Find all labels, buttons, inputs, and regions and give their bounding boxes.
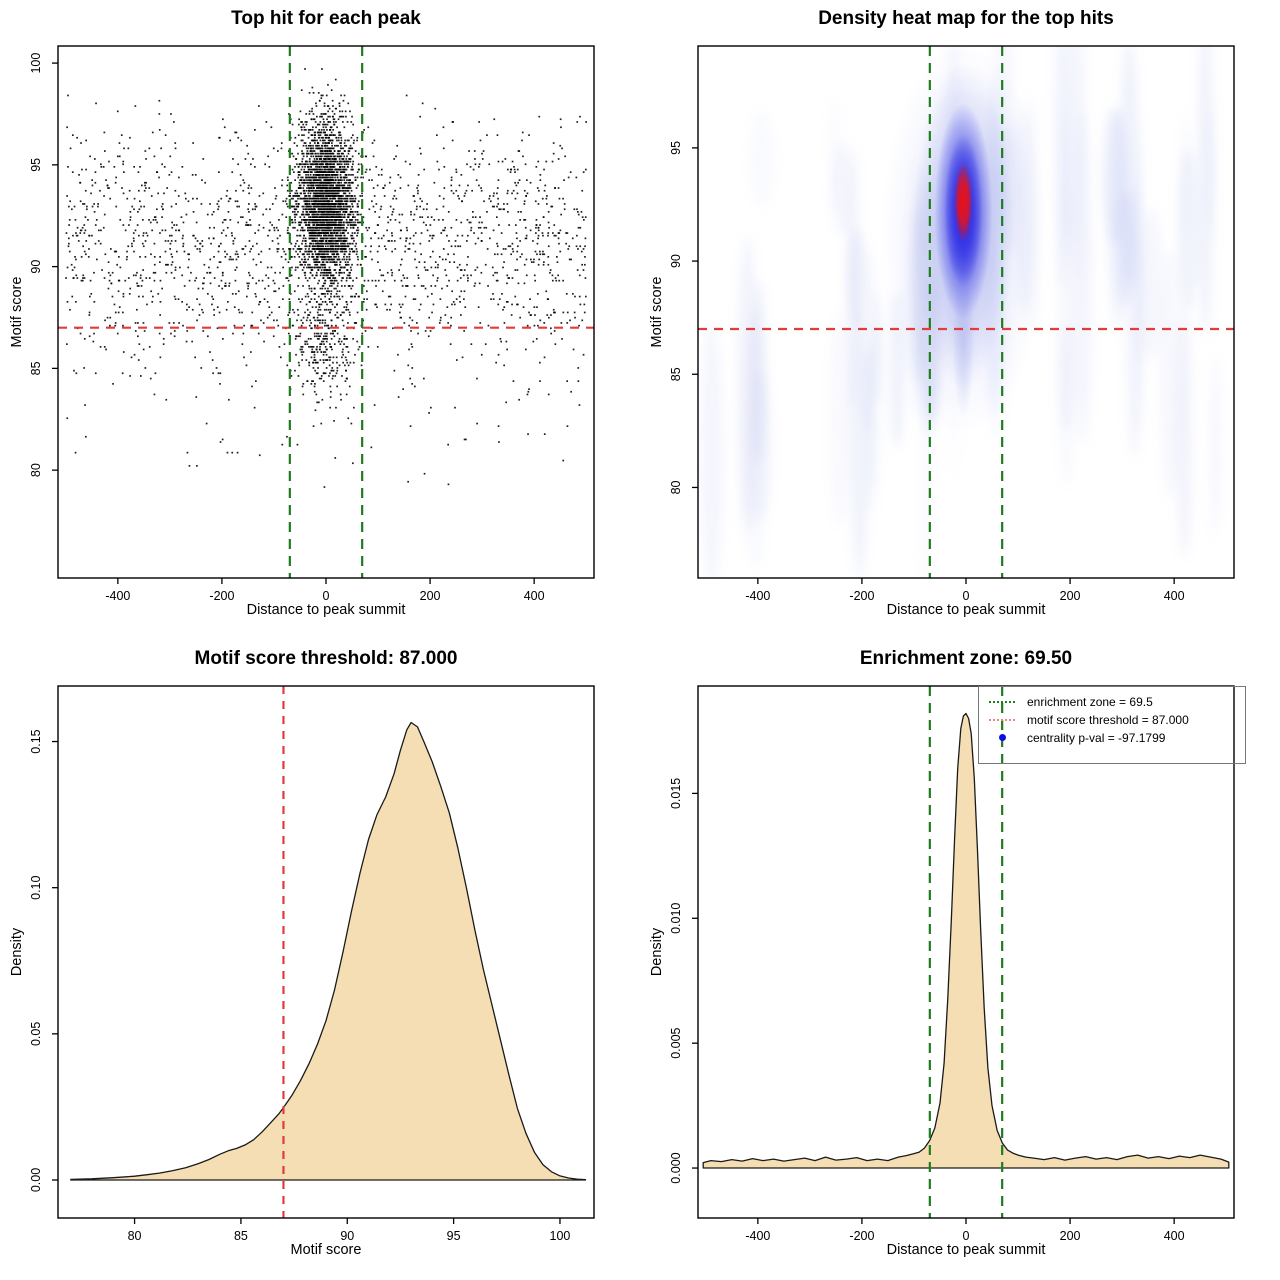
panel-score-density: Motif score threshold: 87.000 80 85 90 95 10… (0, 640, 640, 1280)
y-axis-label: Density (9, 927, 25, 977)
x-tick-label: 200 (420, 589, 441, 603)
x-tick-label: 400 (524, 589, 545, 603)
axes: 80 85 90 95 100 0.00 0.05 0.10 0.15 (29, 685, 595, 1243)
y-tick-label: 0.000 (669, 1152, 683, 1183)
scatter-plot-canvas: -400 -200 0 200 400 80 85 90 95 100 (29, 45, 595, 603)
heatmap-hot-core (953, 162, 973, 243)
axes: -400 -200 0 200 400 80 85 90 95 (669, 45, 1235, 603)
y-tick-label: 90 (669, 254, 683, 268)
axes: -400 -200 0 200 400 0.000 0.005 0.010 0.015 (669, 685, 1235, 1243)
y-tick-label: 0.10 (29, 875, 43, 899)
heatmap-plot-canvas: -400 -200 0 200 400 80 85 90 95 (669, 45, 1235, 603)
x-tick-label: 0 (323, 589, 330, 603)
red-dotted-line-icon (987, 718, 1017, 721)
x-tick-label: -200 (849, 1229, 874, 1243)
y-tick-label: 100 (29, 53, 43, 74)
y-tick-label: 0.00 (29, 1168, 43, 1192)
y-axis-label: Density (649, 927, 665, 977)
plot-legend: enrichment zone = 69.5 motif score thres… (978, 686, 1246, 764)
legend-label: centrality p-val = -97.1799 (1027, 730, 1166, 745)
green-dotted-line-icon (987, 700, 1017, 703)
density-curve (70, 721, 587, 1181)
legend-item-centrality-pval: centrality p-val = -97.1799 (987, 730, 1241, 745)
x-tick-label: 85 (234, 1229, 248, 1243)
x-tick-label: 95 (447, 1229, 461, 1243)
x-tick-label: 400 (1164, 589, 1185, 603)
y-tick-label: 0.05 (29, 1022, 43, 1046)
panel-distance-density: Enrichment zone: 69.50 -400 -200 0 200 400 0.… (640, 640, 1280, 1280)
plot-box (697, 685, 1235, 1219)
density-plot-canvas: 80 85 90 95 100 0.00 0.05 0.10 0.15 (29, 685, 595, 1243)
plot-title: Density heat map for the top hits (818, 8, 1114, 29)
y-tick-label: 85 (29, 361, 43, 375)
x-tick-label: -200 (209, 589, 234, 603)
plot-box (697, 45, 1235, 579)
x-tick-label: -400 (745, 589, 770, 603)
x-tick-label: 0 (963, 589, 970, 603)
blue-dot-icon (987, 734, 1017, 741)
x-tick-label: 200 (1060, 589, 1081, 603)
x-tick-label: 90 (340, 1229, 354, 1243)
plot-box (57, 685, 595, 1219)
plot-title: Top hit for each peak (231, 8, 421, 29)
y-tick-label: 80 (669, 480, 683, 494)
x-tick-label: 0 (963, 1229, 970, 1243)
legend-item-enrichment-zone: enrichment zone = 69.5 (987, 694, 1241, 709)
density-plot-canvas: -400 -200 0 200 400 0.000 0.005 0.010 0.015 (669, 685, 1235, 1243)
x-tick-label: 80 (128, 1229, 142, 1243)
y-tick-label: 0.15 (29, 729, 43, 753)
x-tick-label: -400 (105, 589, 130, 603)
heatmap-layer (700, 46, 1220, 578)
y-axis-label: Motif score (9, 276, 25, 348)
x-axis-label: Distance to peak summit (886, 1242, 1046, 1258)
y-tick-label: 85 (669, 367, 683, 381)
x-tick-label: -200 (849, 589, 874, 603)
panel-top-hit-scatter: Top hit for each peak -400 -200 0 200 400 80 8… (0, 0, 640, 640)
y-tick-label: 0.015 (669, 778, 683, 809)
y-tick-label: 95 (29, 158, 43, 172)
density-curve (702, 712, 1230, 1169)
plot-title: Motif score threshold: 87.000 (194, 648, 458, 669)
x-tick-label: 100 (550, 1229, 571, 1243)
scatter-points-layer (65, 68, 587, 488)
x-axis-label: Motif score (290, 1242, 362, 1258)
legend-item-motif-threshold: motif score threshold = 87.000 (987, 712, 1241, 727)
y-axis-label: Motif score (649, 276, 665, 348)
panel-density-heatmap: Density heat map for the top hits -400 -2… (640, 0, 1280, 640)
x-tick-label: -400 (745, 1229, 770, 1243)
x-tick-label: 400 (1164, 1229, 1185, 1243)
y-tick-label: 95 (669, 141, 683, 155)
axes: -400 -200 0 200 400 80 85 90 95 100 (29, 45, 595, 603)
x-axis-label: Distance to peak summit (246, 602, 406, 618)
legend-label: motif score threshold = 87.000 (1027, 712, 1189, 727)
y-tick-label: 0.010 (669, 903, 683, 934)
x-axis-label: Distance to peak summit (886, 602, 1046, 618)
plot-box (57, 45, 595, 579)
y-tick-label: 0.005 (669, 1027, 683, 1058)
y-tick-label: 90 (29, 260, 43, 274)
plot-title: Enrichment zone: 69.50 (859, 648, 1073, 669)
legend-label: enrichment zone = 69.5 (1027, 694, 1153, 709)
x-tick-label: 200 (1060, 1229, 1081, 1243)
y-tick-label: 80 (29, 463, 43, 477)
